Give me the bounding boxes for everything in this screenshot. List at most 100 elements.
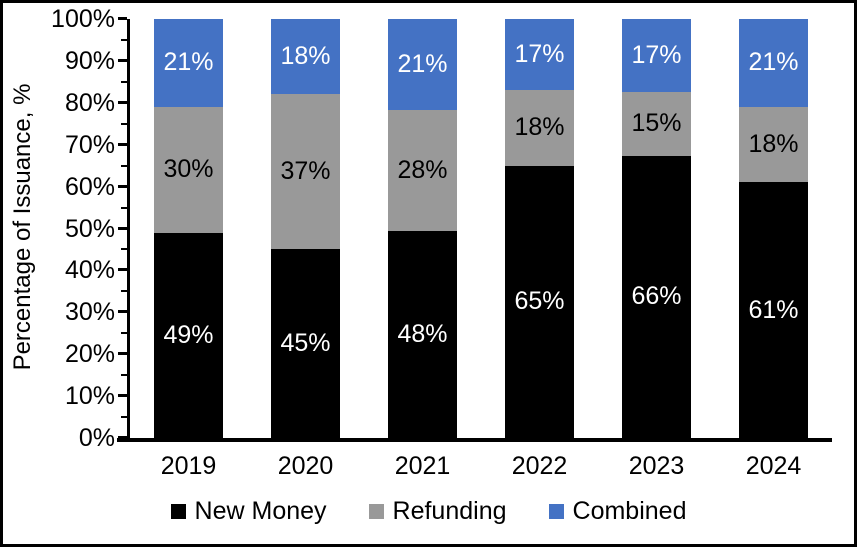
bar-segment-combined-2019: 21% xyxy=(154,19,223,107)
bar-segment-label: 17% xyxy=(514,40,565,69)
bar-column-2024: 21% 18% 61% xyxy=(739,19,808,438)
bar-2021: 21% 28% 48% xyxy=(364,19,481,438)
x-axis-line xyxy=(117,438,832,442)
y-tick-minor xyxy=(121,374,127,377)
x-tick-label-2024: 2024 xyxy=(745,452,802,480)
bar-column-2022: 17% 18% 65% xyxy=(505,19,574,438)
y-tick-major xyxy=(118,436,127,439)
bar-segment-refunding-2020: 37% xyxy=(271,94,340,250)
y-tick-minor xyxy=(121,38,127,41)
y-tick-minor xyxy=(121,290,127,293)
bar-segment-combined-2024: 21% xyxy=(739,19,808,107)
plot-area: 0% 10% 20% 30% 40% 50% 60% 70% 80% 90% 100% 21% 30%… xyxy=(51,6,832,451)
bar-segment-new-money-2019: 49% xyxy=(154,232,223,438)
bar-segment-combined-2022: 17% xyxy=(505,19,574,91)
bar-segment-new-money-2020: 45% xyxy=(271,249,340,438)
x-tick-label-2023: 2023 xyxy=(628,452,685,480)
bar-segment-label: 28% xyxy=(397,155,448,184)
bar-segment-label: 66% xyxy=(631,282,682,311)
y-tick-label: 100% xyxy=(51,5,115,33)
y-tick-minor xyxy=(121,332,127,335)
bar-segment-label: 18% xyxy=(514,113,565,142)
y-tick-label: 90% xyxy=(64,46,115,75)
y-tick-major xyxy=(118,184,127,188)
bar-2022: 17% 18% 65% xyxy=(481,19,598,438)
bar-segment-refunding-2022: 18% xyxy=(505,90,574,166)
y-tick-minor xyxy=(121,248,127,251)
y-tick-label: 50% xyxy=(64,214,115,243)
bar-column-2019: 21% 30% 49% xyxy=(154,19,223,438)
bar-segment-new-money-2023: 66% xyxy=(622,155,691,438)
legend: New Money Refunding Combined xyxy=(3,497,854,526)
y-tick-label: 0% xyxy=(78,424,115,452)
legend-swatch-new-money xyxy=(170,504,186,519)
x-tick-label-2022: 2022 xyxy=(511,452,568,480)
bar-segment-refunding-2021: 28% xyxy=(388,109,457,231)
bar-segment-label: 45% xyxy=(280,329,331,358)
bar-segment-label: 65% xyxy=(514,287,565,316)
y-tick-major xyxy=(118,100,127,104)
bar-segment-label: 49% xyxy=(163,320,214,349)
y-tick-major xyxy=(118,226,127,230)
y-tick-minor xyxy=(121,206,127,209)
bar-segment-label: 15% xyxy=(631,109,682,138)
bar-segment-combined-2021: 21% xyxy=(388,19,457,110)
bar-segment-label: 61% xyxy=(748,295,799,324)
bar-segment-label: 21% xyxy=(163,48,214,77)
legend-item-combined: Combined xyxy=(548,497,687,526)
bar-column-2021: 21% 28% 48% xyxy=(388,19,457,438)
y-tick-label: 80% xyxy=(64,88,115,117)
y-tick-major xyxy=(118,142,127,146)
bar-segment-refunding-2023: 15% xyxy=(622,91,691,156)
bar-column-2023: 17% 15% 66% xyxy=(622,19,691,438)
bar-segment-new-money-2022: 65% xyxy=(505,165,574,438)
bar-2020: 18% 37% 45% xyxy=(247,19,364,438)
bar-segment-combined-2023: 17% xyxy=(622,19,691,92)
legend-label: New Money xyxy=(194,497,327,525)
x-tick-label-2020: 2020 xyxy=(277,452,334,480)
bar-2024: 21% 18% 61% xyxy=(715,19,832,438)
bar-column-2020: 18% 37% 45% xyxy=(271,19,340,438)
y-tick-minor xyxy=(121,122,127,125)
x-axis-labels: 2019 2020 2021 2022 2023 2024 xyxy=(130,452,832,481)
y-tick-major xyxy=(118,17,127,20)
bar-segment-new-money-2021: 48% xyxy=(388,230,457,438)
x-tick-label-2019: 2019 xyxy=(160,452,217,480)
legend-item-new-money: New Money xyxy=(170,497,327,526)
bar-segment-combined-2020: 18% xyxy=(271,19,340,95)
legend-item-refunding: Refunding xyxy=(368,497,507,526)
legend-swatch-refunding xyxy=(368,504,384,519)
bar-segment-label: 18% xyxy=(280,42,331,71)
y-axis-line xyxy=(127,19,130,442)
bars: 21% 30% 49% 18% 37% 45% 21% 28% 48% 17% 18% 65% 17% 1… xyxy=(130,19,832,438)
y-tick-major xyxy=(118,310,127,314)
legend-label: Combined xyxy=(572,497,687,525)
bar-segment-refunding-2019: 30% xyxy=(154,106,223,233)
y-tick-major xyxy=(118,394,127,398)
y-tick-label: 60% xyxy=(64,172,115,201)
y-tick-major xyxy=(118,58,127,62)
y-tick-label: 10% xyxy=(64,382,115,411)
y-tick-major xyxy=(118,268,127,272)
x-tick-label-2021: 2021 xyxy=(394,452,451,480)
bar-2019: 21% 30% 49% xyxy=(130,19,247,438)
y-tick-minor xyxy=(121,416,127,419)
bar-segment-label: 48% xyxy=(397,319,448,348)
y-tick-label: 30% xyxy=(64,298,115,327)
y-tick-label: 20% xyxy=(64,340,115,369)
bar-segment-label: 17% xyxy=(631,40,682,69)
y-tick-major xyxy=(118,352,127,356)
bar-segment-label: 37% xyxy=(280,157,331,186)
bar-segment-label: 30% xyxy=(163,155,214,184)
legend-label: Refunding xyxy=(392,497,507,525)
legend-swatch-combined xyxy=(548,504,564,519)
y-tick-minor xyxy=(121,80,127,83)
bar-segment-label: 21% xyxy=(397,49,448,78)
bar-2023: 17% 15% 66% xyxy=(598,19,715,438)
y-tick-label: 40% xyxy=(64,256,115,285)
bar-segment-label: 21% xyxy=(748,48,799,77)
y-tick-label: 70% xyxy=(64,130,115,159)
bar-segment-label: 18% xyxy=(748,130,799,159)
bar-segment-new-money-2024: 61% xyxy=(739,182,808,438)
